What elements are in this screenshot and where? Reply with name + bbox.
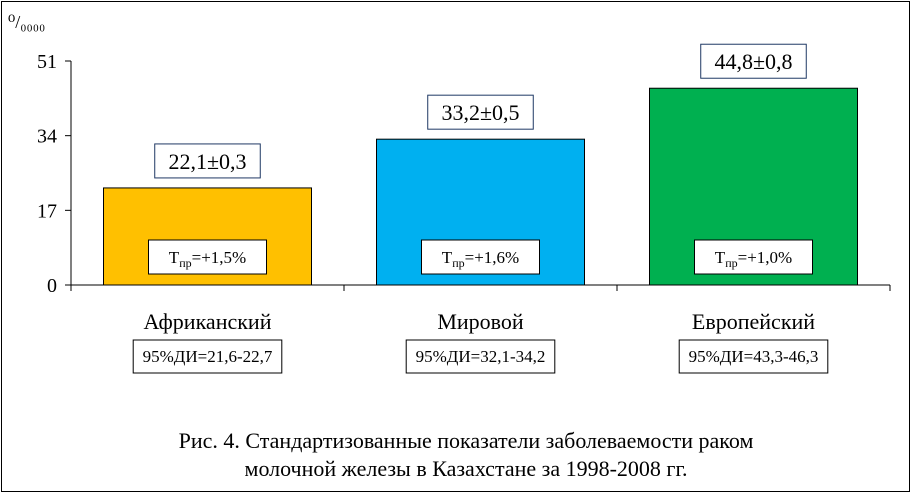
value-label: 22,1±0,3 — [168, 149, 246, 174]
caption-line-1: Рис. 4. Стандартизованные показатели заб… — [179, 428, 754, 453]
ci-label-box — [678, 339, 829, 374]
caption-line-2: молочной железы в Казахстане за 1998-200… — [245, 456, 688, 481]
ci-label: 95%ДИ=43,3-46,3 — [689, 347, 819, 366]
value-label-box — [154, 143, 261, 179]
growth-label: Тпр=+1,5% — [169, 248, 246, 270]
growth-label: Тпр=+1,6% — [442, 248, 519, 270]
category-label: Африканский — [144, 309, 272, 334]
ci-label-box — [405, 339, 556, 374]
y-tick-label: 0 — [47, 275, 57, 297]
category-label: Европейский — [692, 309, 815, 334]
value-label-box — [427, 94, 534, 130]
value-label-box — [700, 43, 807, 79]
growth-label-box — [694, 239, 813, 275]
ci-label: 95%ДИ=21,6-22,7 — [143, 347, 273, 366]
labels: 22,1±0,3 Тпр=+1,5% Африканский 95%ДИ=21,6-2… — [132, 43, 829, 374]
growth-label-box — [148, 239, 267, 275]
value-label: 33,2±0,5 — [441, 100, 519, 125]
y-tick-label: 51 — [37, 51, 57, 73]
y-tick-label: 17 — [37, 200, 57, 222]
value-label: 44,8±0,8 — [714, 49, 792, 74]
category-label: Мировой — [437, 309, 524, 334]
ci-label: 95%ДИ=32,1-34,2 — [416, 347, 546, 366]
y-tick-label: 34 — [37, 126, 57, 148]
growth-label-box — [421, 239, 540, 275]
ci-label-box — [132, 339, 283, 374]
growth-label: Тпр=+1,0% — [715, 248, 792, 270]
unit-label: ⁰/₀₀₀₀ — [8, 12, 45, 32]
unit-label-text: ⁰/₀₀₀₀ — [8, 12, 45, 32]
